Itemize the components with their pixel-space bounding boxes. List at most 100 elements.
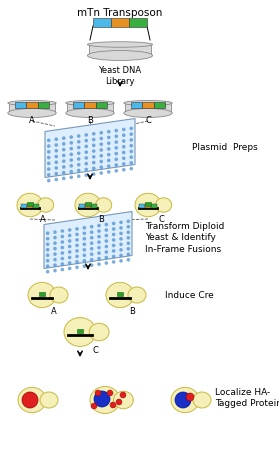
Circle shape (114, 135, 118, 138)
Bar (85, 202, 91, 206)
Text: Localize HA-
Tagged Proteins: Localize HA- Tagged Proteins (215, 388, 279, 409)
Circle shape (112, 255, 116, 258)
Circle shape (47, 179, 50, 182)
Text: C: C (158, 215, 164, 224)
Circle shape (47, 138, 50, 142)
Text: Induce Cre: Induce Cre (165, 292, 214, 300)
Circle shape (85, 133, 88, 136)
Circle shape (53, 253, 57, 256)
Circle shape (175, 392, 191, 408)
Circle shape (69, 176, 73, 179)
Circle shape (75, 227, 79, 231)
Circle shape (53, 236, 57, 239)
Circle shape (68, 234, 71, 237)
Bar (26, 102, 38, 108)
Circle shape (90, 236, 93, 239)
Circle shape (110, 402, 116, 408)
Circle shape (97, 229, 101, 233)
Text: A: A (40, 215, 46, 224)
Circle shape (62, 159, 66, 163)
Polygon shape (44, 212, 132, 268)
Bar (9, 103, 55, 113)
Circle shape (75, 266, 79, 269)
Text: Plasmid  Preps: Plasmid Preps (192, 143, 258, 152)
Circle shape (114, 169, 118, 172)
Circle shape (129, 126, 133, 130)
Circle shape (127, 247, 130, 251)
Circle shape (99, 136, 103, 140)
Circle shape (119, 237, 123, 241)
Circle shape (54, 143, 58, 147)
Circle shape (119, 259, 123, 263)
Bar (38, 102, 49, 108)
Bar (129, 17, 147, 26)
Circle shape (107, 136, 110, 139)
Circle shape (90, 263, 93, 267)
Circle shape (62, 142, 66, 146)
Circle shape (69, 141, 73, 145)
Circle shape (83, 243, 86, 246)
Ellipse shape (50, 287, 68, 303)
Circle shape (97, 246, 101, 249)
Circle shape (47, 144, 50, 148)
Circle shape (47, 173, 50, 177)
Circle shape (75, 255, 79, 258)
Bar (131, 102, 142, 108)
Bar (39, 292, 45, 296)
Circle shape (129, 155, 133, 159)
Circle shape (92, 138, 95, 142)
Bar (93, 17, 111, 26)
Circle shape (92, 167, 95, 170)
Circle shape (92, 149, 95, 153)
Circle shape (53, 247, 57, 250)
Circle shape (119, 253, 123, 257)
Circle shape (68, 239, 71, 243)
Circle shape (46, 237, 49, 241)
Circle shape (68, 261, 71, 265)
Circle shape (116, 399, 122, 405)
Circle shape (119, 248, 123, 252)
Bar (84, 102, 96, 108)
Circle shape (97, 257, 101, 260)
Bar (89, 45, 151, 56)
Ellipse shape (66, 101, 114, 106)
Circle shape (69, 170, 73, 173)
Circle shape (114, 129, 118, 132)
Circle shape (122, 168, 126, 172)
Bar (27, 202, 33, 206)
Circle shape (95, 390, 101, 396)
Circle shape (75, 233, 79, 236)
Text: Transform Diploid
Yeast & Identify
In-Frame Fusions: Transform Diploid Yeast & Identify In-Fr… (145, 222, 224, 254)
Circle shape (69, 164, 73, 167)
Circle shape (83, 248, 86, 252)
Circle shape (114, 146, 118, 150)
Ellipse shape (95, 198, 112, 212)
Circle shape (92, 161, 95, 164)
Circle shape (99, 160, 103, 163)
Circle shape (122, 145, 126, 148)
Bar (77, 329, 83, 333)
Circle shape (61, 240, 64, 244)
Circle shape (75, 238, 79, 242)
Circle shape (122, 162, 126, 166)
Circle shape (114, 152, 118, 156)
Circle shape (107, 159, 110, 162)
Circle shape (77, 174, 81, 178)
Circle shape (97, 224, 101, 228)
Circle shape (105, 261, 108, 265)
Circle shape (122, 151, 126, 154)
Circle shape (97, 240, 101, 244)
Circle shape (83, 259, 86, 263)
Circle shape (119, 232, 123, 235)
Ellipse shape (171, 387, 199, 413)
Circle shape (127, 253, 130, 256)
Text: B: B (98, 215, 104, 224)
Circle shape (99, 131, 103, 135)
Circle shape (99, 154, 103, 157)
Circle shape (69, 152, 73, 156)
Bar (145, 204, 151, 208)
Circle shape (112, 238, 116, 242)
Text: B: B (129, 307, 135, 316)
Circle shape (62, 136, 66, 140)
Circle shape (127, 219, 130, 223)
